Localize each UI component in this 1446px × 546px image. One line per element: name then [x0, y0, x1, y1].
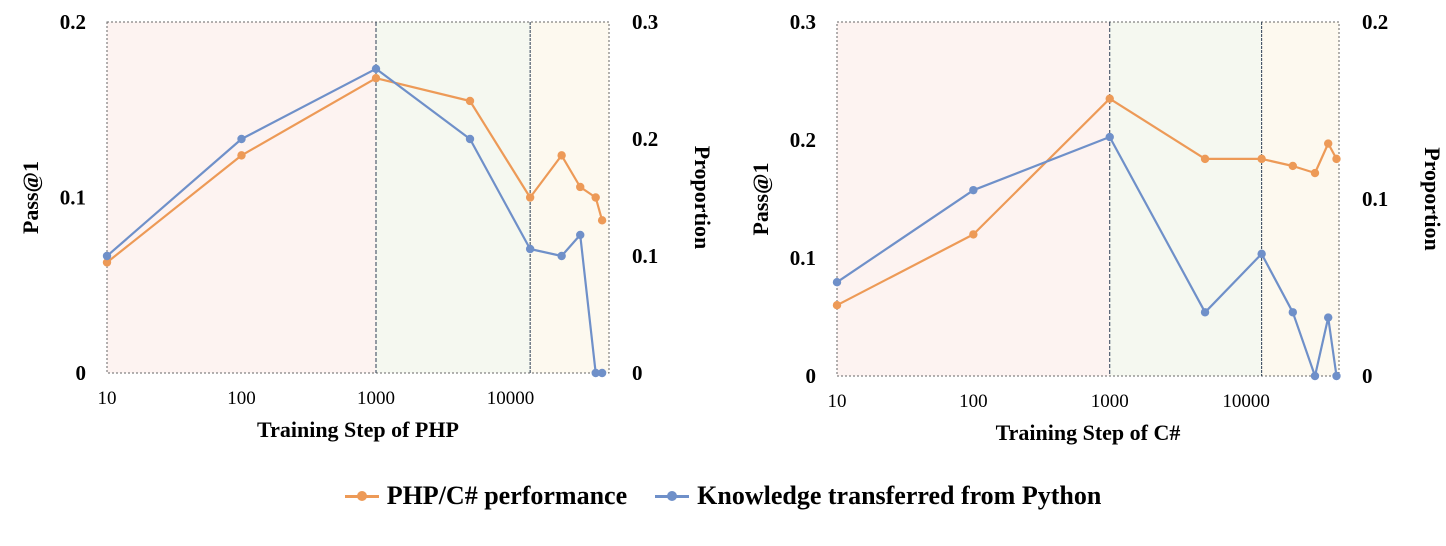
data-point-transfer	[102, 251, 112, 261]
data-point-transfer	[557, 251, 566, 261]
y-axis-title-left: Pass@1	[748, 162, 773, 235]
y-tick-label-left: 0.2	[60, 10, 86, 34]
data-point-performance	[591, 193, 600, 202]
data-point-performance	[525, 193, 535, 202]
y-tick-label-right: 0.2	[1362, 10, 1388, 34]
data-point-transfer	[576, 230, 585, 240]
x-tick-label: 1000	[357, 388, 395, 409]
data-point-performance	[1324, 139, 1333, 148]
plot-frame	[106, 21, 610, 374]
x-axis-title: Training Step of C#	[996, 420, 1181, 445]
data-point-transfer	[969, 185, 978, 195]
y-tick-label-right: 0.2	[632, 127, 658, 151]
data-point-transfer	[1200, 308, 1210, 317]
data-point-performance	[465, 96, 475, 106]
y-tick-label-left: 0.3	[790, 10, 816, 34]
y-tick-label-left: 0.2	[790, 128, 816, 152]
data-point-transfer	[1332, 371, 1341, 381]
y-tick-label-right: 0.1	[632, 244, 658, 268]
y-axis-title-right: Proportion	[690, 146, 715, 249]
data-point-performance	[1288, 161, 1297, 171]
data-point-performance	[102, 258, 112, 267]
region-2	[375, 22, 531, 373]
data-point-performance	[1257, 154, 1266, 164]
region-1	[107, 22, 376, 373]
data-point-transfer	[525, 244, 535, 254]
data-point-transfer	[597, 368, 607, 378]
legend-label-transfer: Knowledge transferred from Python	[697, 481, 1102, 510]
data-point-transfer	[1288, 308, 1297, 317]
data-point-performance	[1105, 94, 1114, 103]
legend-dot-performance	[356, 491, 367, 501]
y-tick-label-right: 0	[632, 361, 643, 385]
data-point-transfer	[832, 277, 842, 287]
y-axis-title-right: Proportion	[1420, 147, 1445, 250]
data-point-performance	[576, 182, 585, 192]
data-point-transfer	[465, 134, 475, 144]
legend: PHP/C# performance Knowledge transferred…	[0, 474, 1446, 518]
y-tick-label-right: 0	[1362, 364, 1373, 388]
legend-dot-transfer	[667, 491, 678, 501]
data-point-transfer	[1324, 313, 1333, 322]
y-tick-label-left: 0.1	[60, 186, 86, 210]
y-tick-label-right: 0.3	[632, 10, 658, 34]
chart-1: 10 100 1000 10000 0 0.1 0.2 0 0.1 0.2 0.3 Training …	[18, 10, 715, 442]
legend-marker-performance	[344, 488, 379, 504]
x-tick-label: 100	[227, 388, 256, 409]
data-point-transfer	[371, 64, 381, 74]
region-2	[1109, 22, 1262, 376]
x-tick-label: 10	[828, 391, 847, 412]
x-tick-label: 10000	[487, 388, 535, 409]
y-tick-label-left: 0	[76, 361, 87, 385]
legend-item-transfer: Knowledge transferred from Python	[655, 481, 1101, 511]
y-tick-label-left: 0	[806, 364, 817, 388]
data-point-performance	[1310, 168, 1320, 178]
x-tick-label: 100	[959, 391, 988, 412]
data-point-transfer	[1310, 371, 1320, 381]
y-tick-label-left: 0.1	[790, 246, 816, 270]
y-tick-label-right: 0.1	[1362, 187, 1388, 211]
data-point-transfer	[1257, 249, 1266, 259]
legend-item-performance: PHP/C# performance	[344, 481, 628, 511]
data-point-performance	[1332, 154, 1341, 164]
chart-2: 10 100 1000 10000 0 0.1 0.2 0.3 0 0.1 0.2 Training …	[748, 10, 1445, 445]
data-point-performance	[969, 230, 978, 239]
data-point-performance	[1200, 154, 1210, 164]
data-point-transfer	[1105, 132, 1114, 142]
x-tick-label: 10	[98, 388, 117, 409]
region-1	[837, 22, 1110, 376]
legend-marker-transfer	[655, 488, 690, 504]
data-point-performance	[237, 151, 246, 160]
x-tick-label: 10000	[1222, 391, 1270, 412]
y-axis-title-left: Pass@1	[18, 161, 43, 234]
dual-chart-canvas: 10 100 1000 1000000.10.200.10.20.3Training …	[18, 10, 1445, 445]
data-point-performance	[371, 73, 381, 83]
data-point-transfer	[591, 368, 600, 378]
data-point-transfer	[237, 134, 246, 144]
data-point-performance	[557, 151, 566, 160]
data-point-performance	[597, 216, 607, 225]
data-point-performance	[832, 301, 842, 310]
x-axis-title: Training Step of PHP	[257, 417, 459, 442]
legend-label-performance: PHP/C# performance	[386, 481, 628, 510]
x-tick-label: 1000	[1091, 391, 1129, 412]
